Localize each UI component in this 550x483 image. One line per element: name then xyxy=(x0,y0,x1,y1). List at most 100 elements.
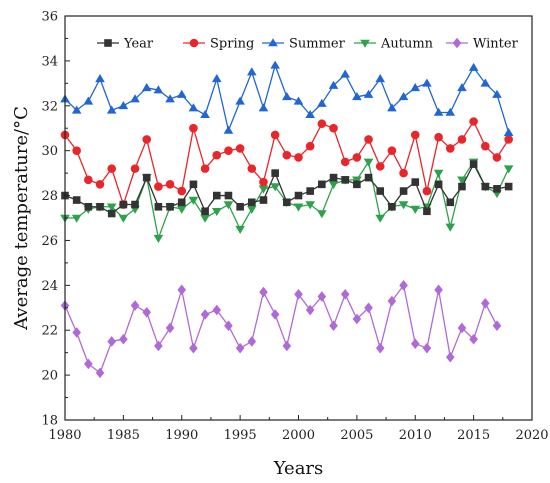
winter-point xyxy=(235,342,245,354)
summer-point xyxy=(480,78,491,87)
summer-point xyxy=(363,89,374,98)
winter-point xyxy=(364,302,373,314)
y-tick-label: 30 xyxy=(41,144,58,159)
year-point xyxy=(411,178,420,186)
legend-item-summer: Summer xyxy=(262,37,346,52)
year-point xyxy=(224,191,233,200)
summer-point xyxy=(188,103,199,112)
spring-point xyxy=(294,153,303,162)
autumn-point xyxy=(211,207,222,217)
spring-point xyxy=(270,130,280,140)
spring-point xyxy=(375,162,385,171)
winter-point xyxy=(95,367,105,379)
autumn-point xyxy=(328,181,339,190)
spring-point xyxy=(154,182,163,191)
x-tick-label: 2000 xyxy=(282,428,315,443)
year-point xyxy=(481,182,490,191)
legend-marker xyxy=(104,39,112,47)
year-point xyxy=(458,182,466,191)
year-point xyxy=(189,180,198,189)
autumn-point xyxy=(445,223,456,232)
summer-point xyxy=(305,109,315,119)
y-tick-label: 32 xyxy=(41,99,58,114)
summer-point xyxy=(293,96,304,105)
x-tick-label: 1990 xyxy=(165,428,198,443)
y-tick-label: 20 xyxy=(41,369,58,384)
year-point xyxy=(107,209,116,218)
autumn-point xyxy=(293,203,304,212)
summer-point xyxy=(352,92,362,101)
autumn-point xyxy=(71,214,82,223)
series-layer xyxy=(60,60,514,379)
summer-point xyxy=(270,60,280,69)
legend-label: Spring xyxy=(210,37,254,52)
x-tick-label: 2005 xyxy=(340,428,373,443)
spring-point xyxy=(72,146,81,155)
summer-point xyxy=(340,69,350,78)
autumn-point xyxy=(176,205,187,214)
year-point xyxy=(329,173,338,182)
summer-point xyxy=(141,83,152,92)
spring-point xyxy=(165,180,175,189)
spring-point xyxy=(340,157,350,167)
y-tick-label: 36 xyxy=(41,10,58,25)
spring-point xyxy=(364,135,373,144)
legend-marker xyxy=(189,38,199,48)
year-point xyxy=(353,180,361,189)
autumn-point xyxy=(258,185,269,194)
year-point xyxy=(306,187,314,195)
winter-point xyxy=(72,327,81,338)
y-tick-label: 34 xyxy=(41,54,58,69)
year-point xyxy=(236,202,244,211)
summer-point xyxy=(398,92,409,101)
summer-point xyxy=(211,74,222,83)
winter-point xyxy=(212,304,222,316)
spring-point xyxy=(387,146,397,155)
winter-point xyxy=(375,342,385,354)
autumn-point xyxy=(118,214,129,223)
spring-point xyxy=(305,141,315,151)
autumn-point xyxy=(270,183,280,192)
winter-point xyxy=(130,300,140,311)
year-point xyxy=(248,198,256,207)
winter-line xyxy=(64,284,498,374)
spring-point xyxy=(224,146,233,155)
autumn-point xyxy=(188,196,199,205)
year-point xyxy=(493,185,501,193)
summer-point xyxy=(176,89,187,98)
autumn-point xyxy=(457,176,467,185)
y-axis-title: Average temperature/°C xyxy=(11,106,32,331)
winter-point xyxy=(492,320,502,332)
winter-point xyxy=(224,320,233,332)
legend-item-winter: Winter xyxy=(446,37,519,52)
winter-point xyxy=(282,340,292,352)
autumn-point xyxy=(200,214,210,223)
year-point xyxy=(388,202,396,211)
x-tick-label: 1985 xyxy=(107,428,140,443)
year-point xyxy=(142,173,151,182)
y-tick-label: 24 xyxy=(41,279,58,294)
autumn-point xyxy=(106,203,117,212)
winter-point xyxy=(434,284,443,296)
legend-item-autumn: Autumn xyxy=(354,37,434,52)
spring-point xyxy=(317,119,327,129)
autumn-point xyxy=(433,169,444,178)
year-point xyxy=(84,202,93,211)
winter-point xyxy=(457,322,467,334)
winter-point xyxy=(294,289,303,300)
summer-point xyxy=(247,67,257,76)
winter-point xyxy=(107,336,116,347)
summer-point xyxy=(422,78,432,87)
summer-point xyxy=(503,127,514,137)
x-tick-label: 1995 xyxy=(224,428,257,443)
year-point xyxy=(177,198,186,207)
legend-marker xyxy=(268,38,278,47)
x-tick-label: 2020 xyxy=(515,428,548,443)
year-point xyxy=(341,176,349,184)
series-summer xyxy=(60,60,514,137)
summer-point xyxy=(282,92,292,101)
spring-point xyxy=(457,135,467,144)
legend-marker xyxy=(452,37,462,49)
y-tick-label: 28 xyxy=(41,189,58,204)
spring-point xyxy=(469,117,478,126)
